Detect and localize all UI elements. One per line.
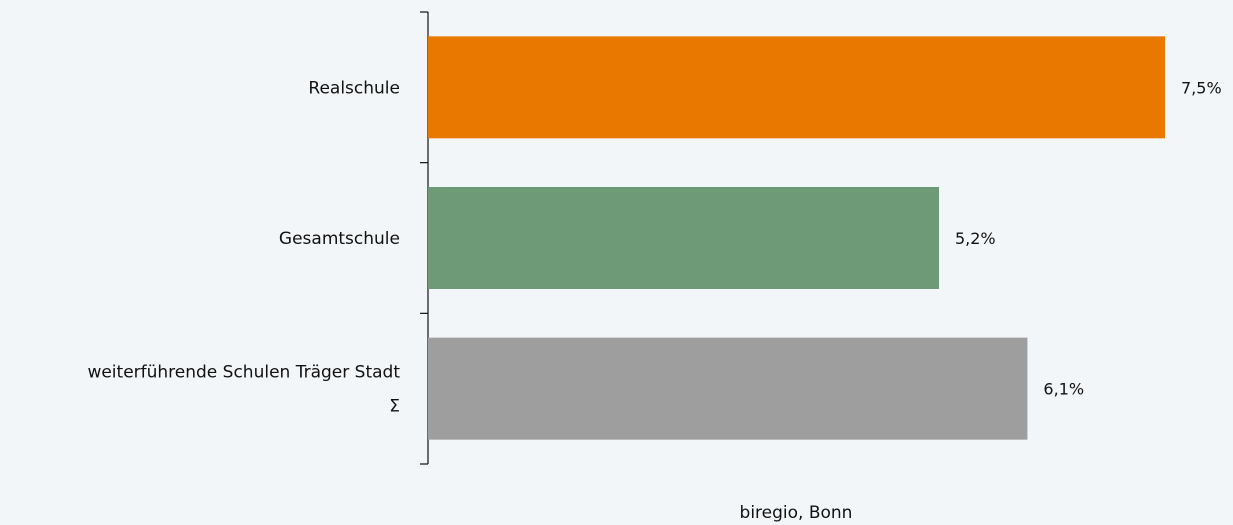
bar: [428, 36, 1165, 139]
value-label: 7,5%: [1181, 78, 1222, 97]
value-label: 6,1%: [1043, 380, 1084, 399]
category-label: Gesamtschule: [279, 229, 400, 249]
category-label: Σ: [389, 397, 400, 417]
bar: [428, 337, 1028, 440]
category-label: weiterführende Schulen Träger Stadt: [87, 363, 400, 383]
category-label: Realschule: [308, 78, 400, 98]
value-label: 5,2%: [955, 229, 996, 248]
bar: [428, 187, 939, 289]
source-label: biregio, Bonn: [740, 503, 853, 523]
bars: [428, 36, 1165, 440]
category-labels: Realschule Gesamtschule weiterführende Sch…: [87, 78, 400, 416]
y-axis: [420, 11, 429, 465]
value-labels: 7,5% 5,2% 6,1%: [955, 78, 1222, 398]
